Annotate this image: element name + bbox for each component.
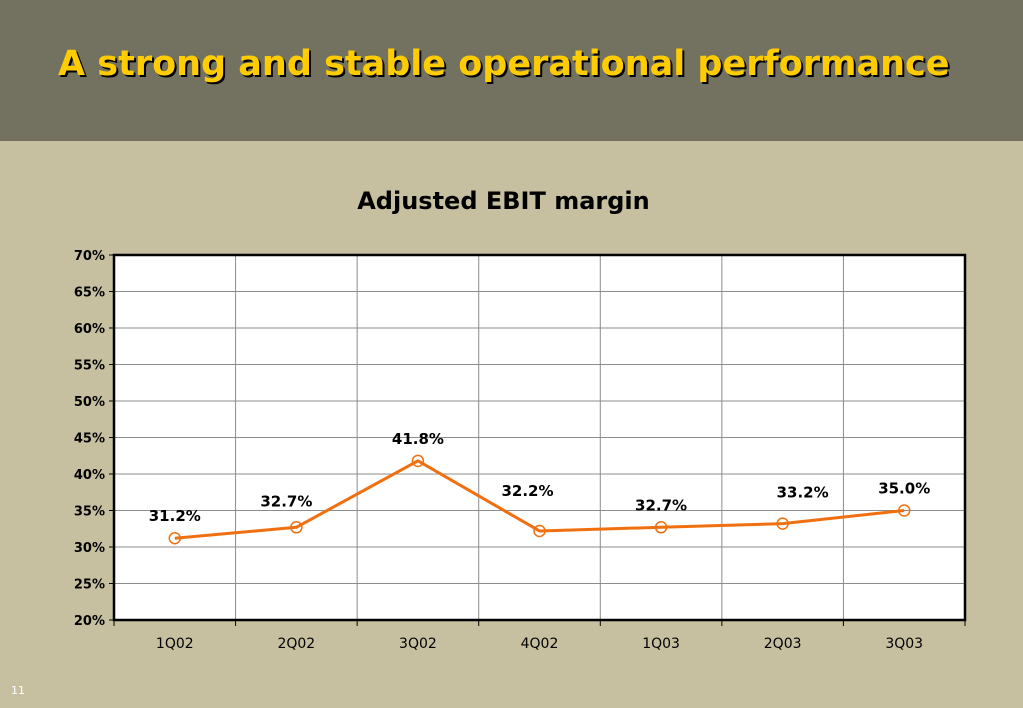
x-tick-label: 4Q02	[521, 636, 559, 652]
y-tick-label: 70%	[74, 249, 105, 264]
y-tick-label: 60%	[74, 322, 105, 337]
data-point-marker	[897, 504, 911, 517]
data-point-marker	[776, 517, 789, 530]
data-point-marker	[290, 521, 303, 534]
header-band	[0, 0, 1023, 141]
x-tick-label: 1Q02	[156, 636, 194, 652]
series-line	[174, 459, 905, 540]
x-tick-label: 2Q03	[764, 636, 802, 652]
x-tick-label: 3Q02	[399, 636, 437, 652]
axes: 20% 25% 30% 35% 40% 45% 50% 55% 60% 65% 70% 1Q02 2Q0…	[74, 249, 967, 652]
grid-lines	[114, 255, 965, 620]
data-point-marker	[533, 524, 546, 538]
y-tick-label: 35%	[74, 505, 105, 520]
chart-title: Adjusted EBIT margin	[357, 187, 650, 215]
data-label: 35.0%	[878, 480, 930, 498]
y-tick-label: 20%	[74, 614, 105, 629]
y-tick-label: 65%	[74, 286, 105, 301]
data-label: 32.2%	[501, 482, 553, 500]
x-tick-label: 2Q02	[277, 636, 315, 652]
data-point-marker	[168, 531, 182, 545]
series-layer	[168, 454, 911, 545]
data-label: 41.8%	[392, 430, 444, 448]
y-tick-label: 30%	[74, 541, 105, 556]
plot-border	[112, 253, 967, 622]
data-label: 32.7%	[635, 496, 687, 514]
x-tick-label: 3Q03	[885, 636, 923, 652]
slide-title: A strong and stable operational performa…	[58, 44, 950, 84]
x-tick-label: 1Q03	[642, 636, 680, 652]
y-tick-label: 55%	[74, 359, 105, 374]
slide-number: 11	[11, 684, 25, 697]
y-tick-label: 45%	[74, 432, 105, 447]
y-tick-label: 50%	[74, 395, 105, 410]
y-tick-label: 25%	[74, 578, 105, 593]
data-point-marker	[411, 454, 425, 468]
data-label: 32.7%	[260, 492, 312, 510]
data-label: 31.2%	[149, 507, 201, 525]
y-tick-label: 40%	[74, 468, 105, 483]
data-label: 33.2%	[777, 484, 829, 502]
data-labels: 31.2% 32.7% 41.8% 32.2% 32.7% 33.2% 35.0%	[149, 430, 930, 525]
data-point-marker	[654, 521, 668, 534]
